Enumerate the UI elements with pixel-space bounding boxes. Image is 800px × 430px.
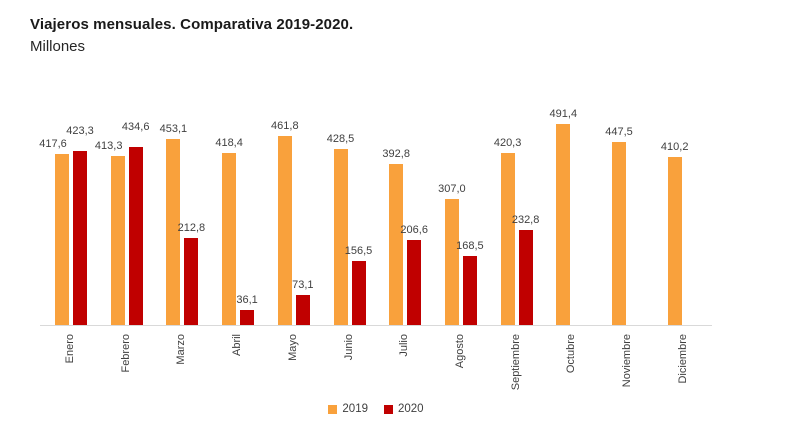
legend-swatch-2019 — [328, 404, 338, 414]
value-label-2019-septiembre: 420,3 — [493, 136, 522, 149]
value-label-2020-marzo: 212,8 — [177, 221, 206, 234]
bar-2019-mayo — [277, 135, 292, 325]
bar-2019-diciembre — [667, 156, 682, 325]
bar-2019-noviembre — [612, 141, 626, 325]
bar-2019-septiembre — [500, 152, 515, 325]
bar-2019-octubre — [556, 123, 571, 325]
bar-2019-febrero — [110, 155, 125, 325]
value-label-2019-mayo: 461,8 — [271, 119, 299, 132]
bar-2019-marzo — [166, 139, 181, 325]
chart-title: Viajeros mensuales. Comparativa 2019-202… — [30, 16, 354, 33]
bar-2019-junio — [333, 149, 348, 325]
bar-2020-marzo — [184, 237, 199, 325]
value-label-2019-marzo: 453,1 — [159, 123, 188, 136]
value-label-2020-septiembre: 232,8 — [511, 213, 540, 226]
bar-2020-mayo — [295, 295, 310, 325]
x-axis-line — [40, 325, 712, 326]
legend-swatch-2020 — [384, 404, 393, 414]
value-label-2019-julio: 392,8 — [382, 147, 410, 160]
category-label-mayo: Mayo — [286, 334, 299, 361]
legend-item-2019: 2019 — [328, 403, 368, 415]
bar-2020-febrero — [128, 146, 143, 325]
chart-legend: 2019 2020 — [40, 403, 712, 415]
value-label-2020-mayo: 73,1 — [292, 279, 314, 292]
category-label-diciembre: Diciembre — [676, 334, 689, 384]
value-label-2019-agosto: 307,0 — [438, 183, 466, 196]
value-label-2020-junio: 156,5 — [344, 244, 373, 257]
legend-item-2020: 2020 — [384, 403, 424, 415]
value-label-2020-abril: 36,1 — [236, 294, 258, 307]
bar-2020-agosto — [462, 255, 477, 325]
value-label-2019-abril: 418,4 — [215, 137, 243, 150]
chart-subtitle: Millones — [30, 38, 86, 55]
value-label-2019-noviembre: 447,5 — [605, 125, 633, 138]
bar-2020-junio — [351, 260, 366, 325]
value-label-2019-junio: 428,5 — [326, 133, 355, 146]
category-label-noviembre: Noviembre — [621, 334, 633, 388]
category-label-agosto: Agosto — [453, 334, 466, 369]
value-label-2020-julio: 206,6 — [400, 224, 428, 237]
bar-2020-septiembre — [518, 229, 533, 325]
category-label-julio: Julio — [398, 334, 411, 357]
category-label-marzo: Marzo — [175, 334, 188, 365]
bar-2019-abril — [222, 153, 237, 325]
bar-2019-julio — [389, 163, 404, 325]
value-label-2019-enero: 417,6 — [39, 137, 67, 150]
value-label-2019-febrero: 413,3 — [94, 139, 123, 152]
value-label-2020-agosto: 168,5 — [456, 239, 484, 252]
category-label-octubre: Octubre — [565, 334, 578, 374]
value-label-2019-octubre: 491,4 — [549, 107, 578, 120]
value-label-2020-enero: 423,3 — [66, 125, 94, 138]
bar-2019-enero — [55, 153, 69, 325]
value-label-2019-diciembre: 410,2 — [660, 140, 689, 153]
category-label-junio: Junio — [342, 334, 355, 361]
bar-2020-julio — [407, 240, 422, 325]
category-label-septiembre: Septiembre — [509, 334, 522, 391]
value-label-2020-febrero: 434,6 — [121, 120, 150, 133]
bar-2020-enero — [73, 151, 87, 325]
category-label-febrero: Febrero — [119, 334, 132, 373]
bar-2020-abril — [240, 310, 255, 325]
category-label-abril: Abril — [231, 334, 244, 357]
legend-label-2020: 2020 — [398, 403, 424, 415]
category-label-enero: Enero — [64, 334, 76, 364]
bar-2019-agosto — [444, 199, 459, 325]
legend-label-2019: 2019 — [342, 403, 368, 415]
